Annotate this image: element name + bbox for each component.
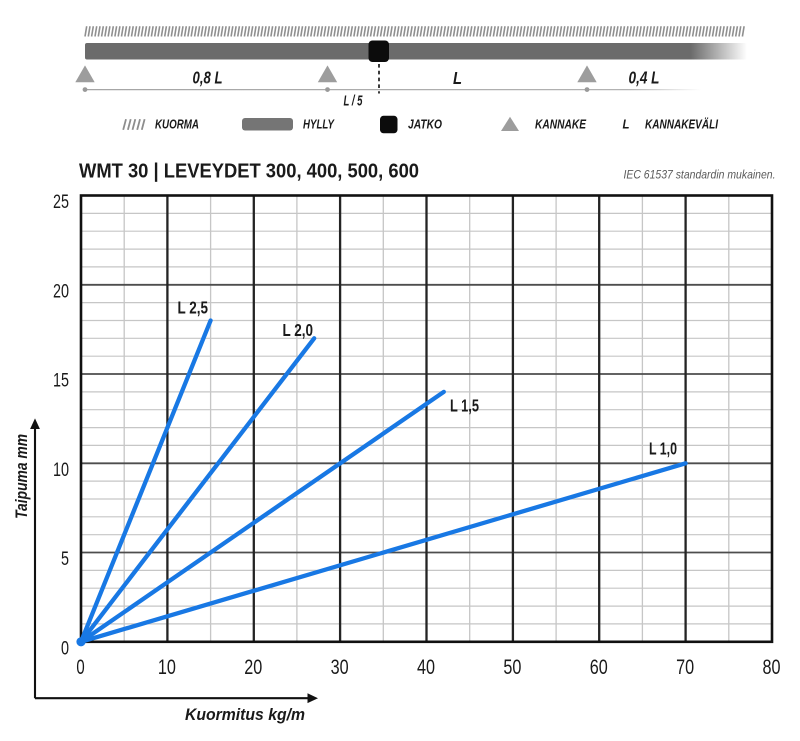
svg-text:IEC 61537 standardin mukainen.: IEC 61537 standardin mukainen. [624,168,776,182]
svg-text:30: 30 [331,656,349,679]
svg-text:5: 5 [61,548,69,570]
svg-text:0: 0 [76,656,84,679]
svg-text:HYLLY: HYLLY [303,118,335,132]
svg-text:L / 5: L / 5 [344,94,364,110]
svg-text:10: 10 [53,459,69,481]
svg-text:20: 20 [244,656,262,679]
svg-text:L 1,0: L 1,0 [649,439,677,459]
svg-text:KANNAKEVÄLI: KANNAKEVÄLI [645,117,718,132]
svg-text:KANNAKE: KANNAKE [535,118,587,132]
svg-text:0: 0 [61,637,69,659]
svg-text:L: L [453,68,462,88]
svg-text:L 1,5: L 1,5 [450,396,479,416]
svg-text:Kuormitus kg/m: Kuormitus kg/m [185,706,305,724]
svg-text:70: 70 [676,656,694,679]
svg-text:KUORMA: KUORMA [155,118,199,132]
svg-text:L 2,5: L 2,5 [178,298,209,318]
svg-text:L: L [623,118,630,132]
svg-text:20: 20 [53,280,69,302]
svg-text:80: 80 [763,656,781,679]
svg-text:WMT 30 | LEVEYDET 300, 400, 50: WMT 30 | LEVEYDET 300, 400, 500, 600 [79,160,419,182]
svg-text:60: 60 [590,656,608,679]
svg-text:0,8 L: 0,8 L [193,68,223,88]
svg-text:0,4 L: 0,4 L [629,68,660,88]
svg-text:15: 15 [53,370,69,392]
svg-text:25: 25 [53,191,69,213]
svg-text:L 2,0: L 2,0 [283,320,314,340]
svg-text:50: 50 [503,656,521,679]
svg-text:JATKO: JATKO [408,118,442,132]
svg-text:10: 10 [158,656,176,679]
svg-text:Taipuma mm: Taipuma mm [13,434,31,519]
svg-text:40: 40 [417,656,435,679]
